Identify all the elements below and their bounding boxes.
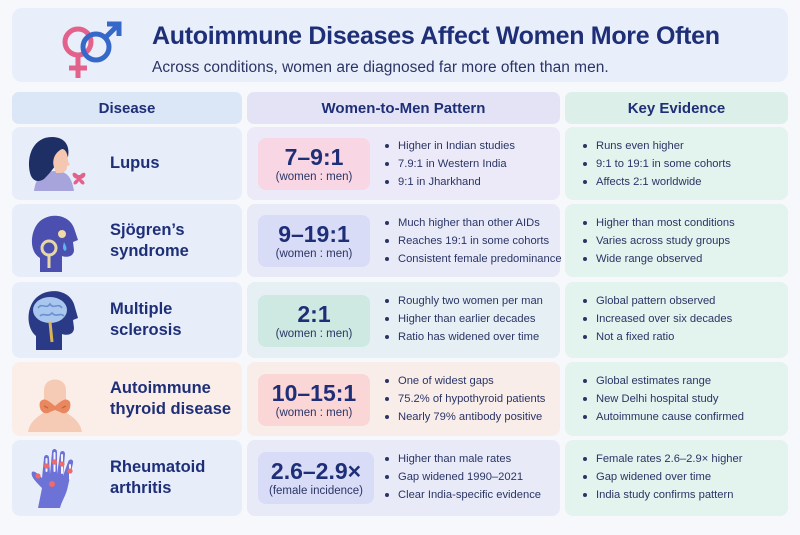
pattern-cell: 2:1 (women : men) Roughly two women per … [247,282,560,358]
ratio-note: (women : men) [275,328,353,340]
list-item: Higher than earlier decades [385,310,543,328]
ratio-note: (women : men) [275,248,353,260]
ratio-value: 10–15:1 [271,380,357,406]
list-item: Reaches 19:1 in some cohorts [385,232,562,250]
ratio-value: 7–9:1 [284,144,344,170]
list-item: New Delhi hospital study [583,390,744,408]
evidence-cell: Global estimates range New Delhi hospita… [565,362,788,436]
ratio-badge: 2.6–2.9× (female incidence) [258,452,374,504]
list-item: Female rates 2.6–2.9× higher [583,450,742,468]
pattern-list: Higher than male rates Gap widened 1990–… [385,450,541,504]
pattern-cell: 7–9:1 (women : men) Higher in Indian stu… [247,127,560,200]
disease-name: Autoimmune thyroid disease [110,379,232,418]
list-item: Consistent female predominance [385,250,562,268]
thyroid-neck-icon [28,379,82,432]
pattern-cell: 2.6–2.9× (female incidence) Higher than … [247,440,560,516]
evidence-list: Global estimates range New Delhi hospita… [583,372,744,426]
disease-cell: Lupus [12,127,242,200]
ratio-value: 2:1 [297,301,331,327]
woman-profile-butterfly-icon [28,137,86,191]
hand-xray-joints-icon [31,449,74,508]
list-item: One of widest gaps [385,372,545,390]
ratio-badge: 2:1 (women : men) [258,295,370,347]
disease-name: Multiple sclerosis [110,300,182,339]
disease-name: Sjögren’s syndrome [110,220,189,260]
list-item: Gap widened over time [583,468,742,486]
column-header-pattern: Women-to-Men Pattern [247,92,560,124]
disease-cell: Multiple sclerosis [12,282,242,358]
list-item: Global pattern observed [583,292,732,310]
list-item: Wide range observed [583,250,735,268]
list-item: Ratio has widened over time [385,328,543,346]
list-item: Affects 2:1 worldwide [583,173,731,191]
ratio-badge: 10–15:1 (women : men) [258,374,370,426]
ratio-value: 9–19:1 [278,221,350,247]
list-item: Higher in Indian studies [385,137,515,155]
list-item: Global estimates range [583,372,744,390]
list-item: Gap widened 1990–2021 [385,468,541,486]
column-header-disease: Disease [12,92,242,124]
page-title: Autoimmune Diseases Affect Women More Of… [152,22,720,50]
list-item: 9:1 in Jharkhand [385,173,515,191]
evidence-cell: Runs even higher 9:1 to 19:1 in some coh… [565,127,788,200]
evidence-list: Female rates 2.6–2.9× higher Gap widened… [583,450,742,504]
disease-cell: Autoimmune thyroid disease [12,362,242,436]
ratio-badge: 7–9:1 (women : men) [258,138,370,190]
disease-cell: Rheumatoid arthritis [12,440,242,516]
header-banner: Autoimmune Diseases Affect Women More Of… [12,8,788,82]
page-subtitle: Across conditions, women are diagnosed f… [152,59,609,76]
pattern-list: Higher in Indian studies 7.9:1 in Wester… [385,137,515,191]
pattern-cell: 9–19:1 (women : men) Much higher than ot… [247,204,562,277]
list-item: 75.2% of hypothyroid patients [385,390,545,408]
list-item: Roughly two women per man [385,292,543,310]
disease-name: Lupus [110,154,160,172]
list-item: Higher than male rates [385,450,541,468]
list-item: Varies across study groups [583,232,735,250]
evidence-cell: Global pattern observed Increased over s… [565,282,788,358]
list-item: Nearly 79% antibody positive [385,408,545,426]
list-item: Higher than most conditions [583,214,735,232]
list-item: 7.9:1 in Western India [385,155,515,173]
column-header-evidence: Key Evidence [565,92,788,124]
pattern-cell: 10–15:1 (women : men) One of widest gaps… [247,362,560,436]
list-item: Increased over six decades [583,310,732,328]
list-item: 9:1 to 19:1 in some cohorts [583,155,731,173]
list-item: Runs even higher [583,137,731,155]
evidence-cell: Higher than most conditions Varies acros… [565,204,788,277]
ratio-note: (women : men) [275,407,353,419]
evidence-list: Higher than most conditions Varies acros… [583,214,735,268]
ratio-note: (women : men) [275,171,353,183]
evidence-list: Runs even higher 9:1 to 19:1 in some coh… [583,137,731,191]
head-brain-icon [28,291,78,350]
ratio-value: 2.6–2.9× [270,458,362,484]
gender-symbols-icon [62,21,122,78]
list-item: India study confirms pattern [583,486,742,504]
pattern-list: Much higher than other AIDs Reaches 19:1… [385,214,562,268]
list-item: Not a fixed ratio [583,328,732,346]
list-item: Clear India-specific evidence [385,486,541,504]
evidence-list: Global pattern observed Increased over s… [583,292,732,346]
ratio-badge: 9–19:1 (women : men) [258,215,370,267]
pattern-list: One of widest gaps 75.2% of hypothyroid … [385,372,545,426]
disease-cell: Sjögren’s syndrome [12,204,242,277]
disease-name: Rheumatoid arthritis [110,458,206,497]
evidence-cell: Female rates 2.6–2.9× higher Gap widened… [565,440,788,516]
head-dry-eye-icon [31,215,78,272]
list-item: Autoimmune cause confirmed [583,408,744,426]
list-item: Much higher than other AIDs [385,214,562,232]
pattern-list: Roughly two women per man Higher than ea… [385,292,543,346]
ratio-note: (female incidence) [269,485,363,497]
